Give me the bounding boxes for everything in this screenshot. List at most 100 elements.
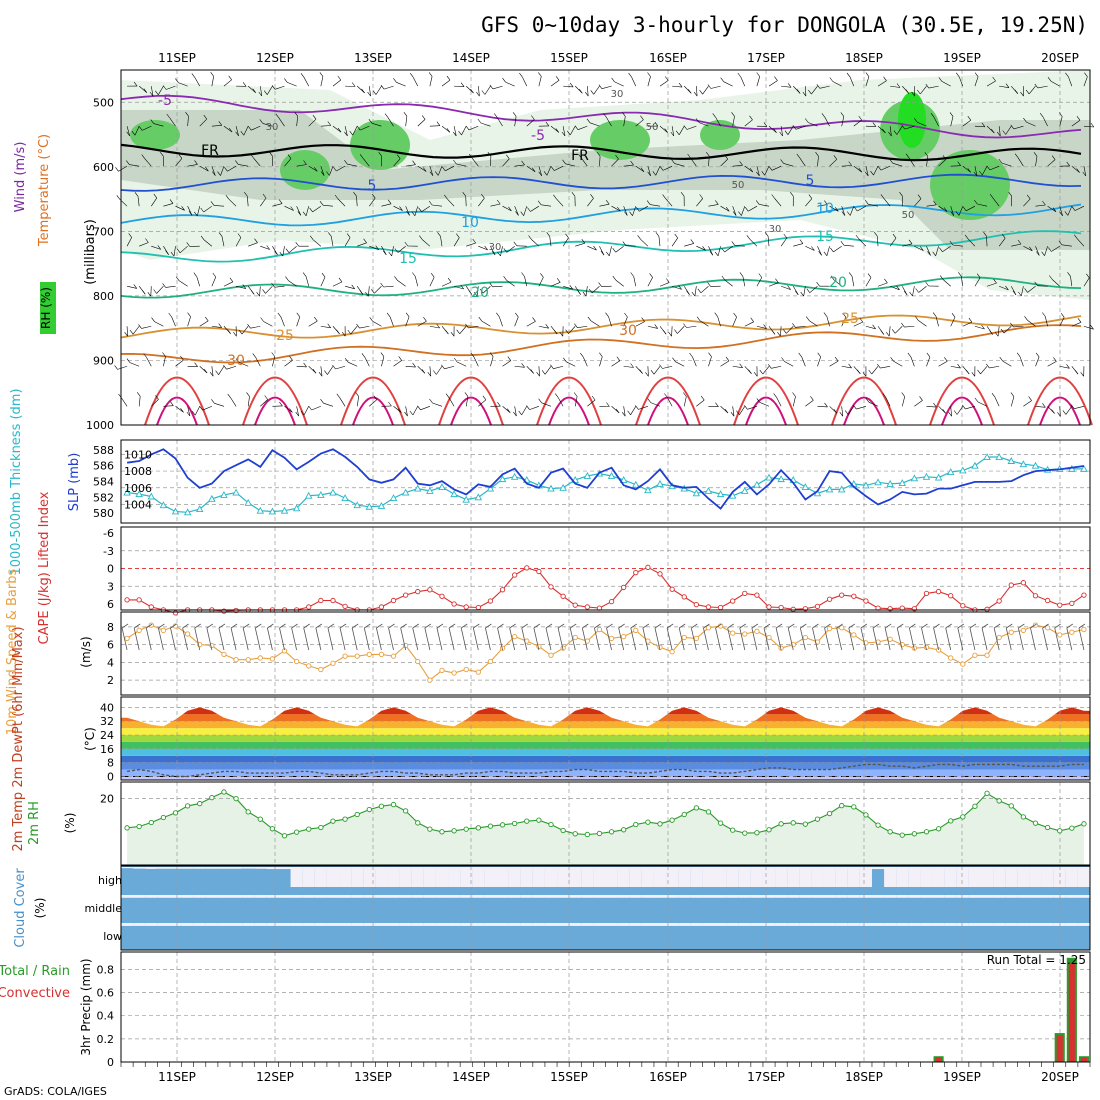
wind-barb	[238, 362, 249, 367]
cloud-clear-gap	[1041, 895, 1054, 898]
wind-barb	[1048, 247, 1052, 252]
wind-barb	[543, 171, 548, 176]
lifted-index-series-marker	[318, 597, 324, 604]
wind-barb	[629, 211, 633, 216]
wind-barb	[541, 204, 552, 207]
wind-speed-series-marker	[293, 658, 300, 665]
wind-barb	[147, 292, 152, 297]
wind-barb	[468, 325, 479, 329]
wind-barb	[998, 158, 1003, 164]
wind-barb	[712, 113, 716, 118]
surface-wind-barb	[460, 623, 468, 629]
wind-barb	[759, 204, 770, 207]
wind-speed-series-marker	[463, 666, 469, 673]
lifted-index-series-marker	[996, 598, 1002, 604]
wind-barb	[826, 316, 830, 327]
wind-barb	[957, 161, 961, 166]
surface-wind-barb	[509, 623, 516, 629]
wind-barb	[260, 245, 270, 250]
rh-series-marker	[439, 829, 445, 835]
temperature-contour-hot	[340, 376, 406, 426]
wind-barb	[393, 158, 401, 167]
rh-series-marker	[972, 803, 978, 809]
precip-tick-label: 0.8	[97, 963, 115, 976]
lifted-index-series-marker	[839, 592, 845, 598]
cloud-clear-gap	[363, 895, 376, 898]
wind-barb	[1090, 325, 1094, 330]
wind-barb	[848, 161, 852, 166]
wind-barb	[409, 410, 414, 416]
surface-wind-barb	[376, 623, 383, 629]
wind-barb	[1008, 192, 1012, 197]
wind-barb	[285, 276, 289, 281]
wind-barb	[227, 329, 231, 334]
wind-barb	[185, 112, 189, 117]
wind-barb	[252, 88, 256, 93]
thickness-series-marker	[232, 488, 240, 496]
wind-barb	[230, 397, 237, 407]
cloud-high-clear	[302, 867, 315, 887]
cloud-clear-gap	[908, 923, 921, 926]
wind-barb	[128, 233, 132, 238]
wind-barb	[384, 113, 389, 118]
temperature-tick-label: 8	[107, 757, 114, 770]
wind-barb	[259, 286, 261, 297]
wind-barb	[986, 363, 990, 369]
cloud-high-clear	[1017, 867, 1030, 887]
wind-barb	[702, 85, 709, 95]
wind-barb	[805, 86, 807, 97]
wind-barb	[971, 372, 976, 377]
surface-wind-barb	[315, 623, 323, 629]
lifted-index-series-marker	[681, 594, 687, 600]
wind-barb	[858, 238, 867, 247]
lifted-index-series-marker	[1044, 597, 1051, 604]
wind-barb	[489, 282, 493, 287]
wind-barb	[398, 408, 402, 413]
wind-barb	[974, 277, 981, 287]
wind-barb	[139, 242, 149, 247]
date-label-bottom: 11SEP	[158, 1070, 196, 1084]
wind-barb	[280, 316, 285, 327]
wind-barb	[258, 91, 263, 97]
cloud-high-clear	[496, 867, 509, 887]
cloud-clear-gap	[169, 923, 182, 926]
cloud-clear-gap	[823, 923, 836, 926]
thickness-series-marker	[886, 479, 894, 487]
wind-barb	[327, 366, 334, 375]
wind-barb	[565, 329, 569, 334]
contour-label: 15	[816, 229, 834, 245]
wind-barb	[217, 171, 221, 176]
wind-barb	[199, 118, 208, 127]
wind-barb	[423, 317, 427, 322]
wind-barb	[986, 236, 988, 247]
wind-barb	[804, 118, 809, 123]
wind-barb	[732, 206, 737, 216]
wind-barb	[361, 353, 366, 358]
wind-barb	[979, 170, 983, 176]
wind-barb	[151, 197, 158, 207]
surface-wind-barb	[581, 627, 588, 651]
wind-barb	[134, 126, 140, 136]
thickness-series-marker	[825, 485, 834, 493]
wind-barb	[694, 286, 697, 297]
wind-barb	[284, 78, 288, 83]
wind-barb	[744, 321, 754, 327]
wind-speed-series-marker	[257, 655, 263, 661]
wind-barb	[606, 402, 610, 407]
wind-barb	[332, 364, 336, 370]
wind-barb	[612, 275, 617, 281]
surface-wind-barb	[1078, 623, 1086, 629]
thickness-series-marker	[292, 504, 301, 512]
thickness-series-marker	[619, 475, 628, 483]
cloud-row-label: low	[103, 930, 122, 943]
wind-barb	[441, 125, 451, 133]
surface-wind-barb	[993, 627, 1000, 651]
panel-frame	[120, 69, 1091, 426]
surface-wind-barb	[751, 627, 758, 651]
wind-barb	[977, 203, 988, 207]
wind-barb	[502, 205, 512, 212]
wind-barb	[314, 167, 318, 172]
wind-barb	[942, 245, 951, 252]
wind-barb	[1033, 152, 1038, 157]
wind-barb	[166, 113, 171, 119]
